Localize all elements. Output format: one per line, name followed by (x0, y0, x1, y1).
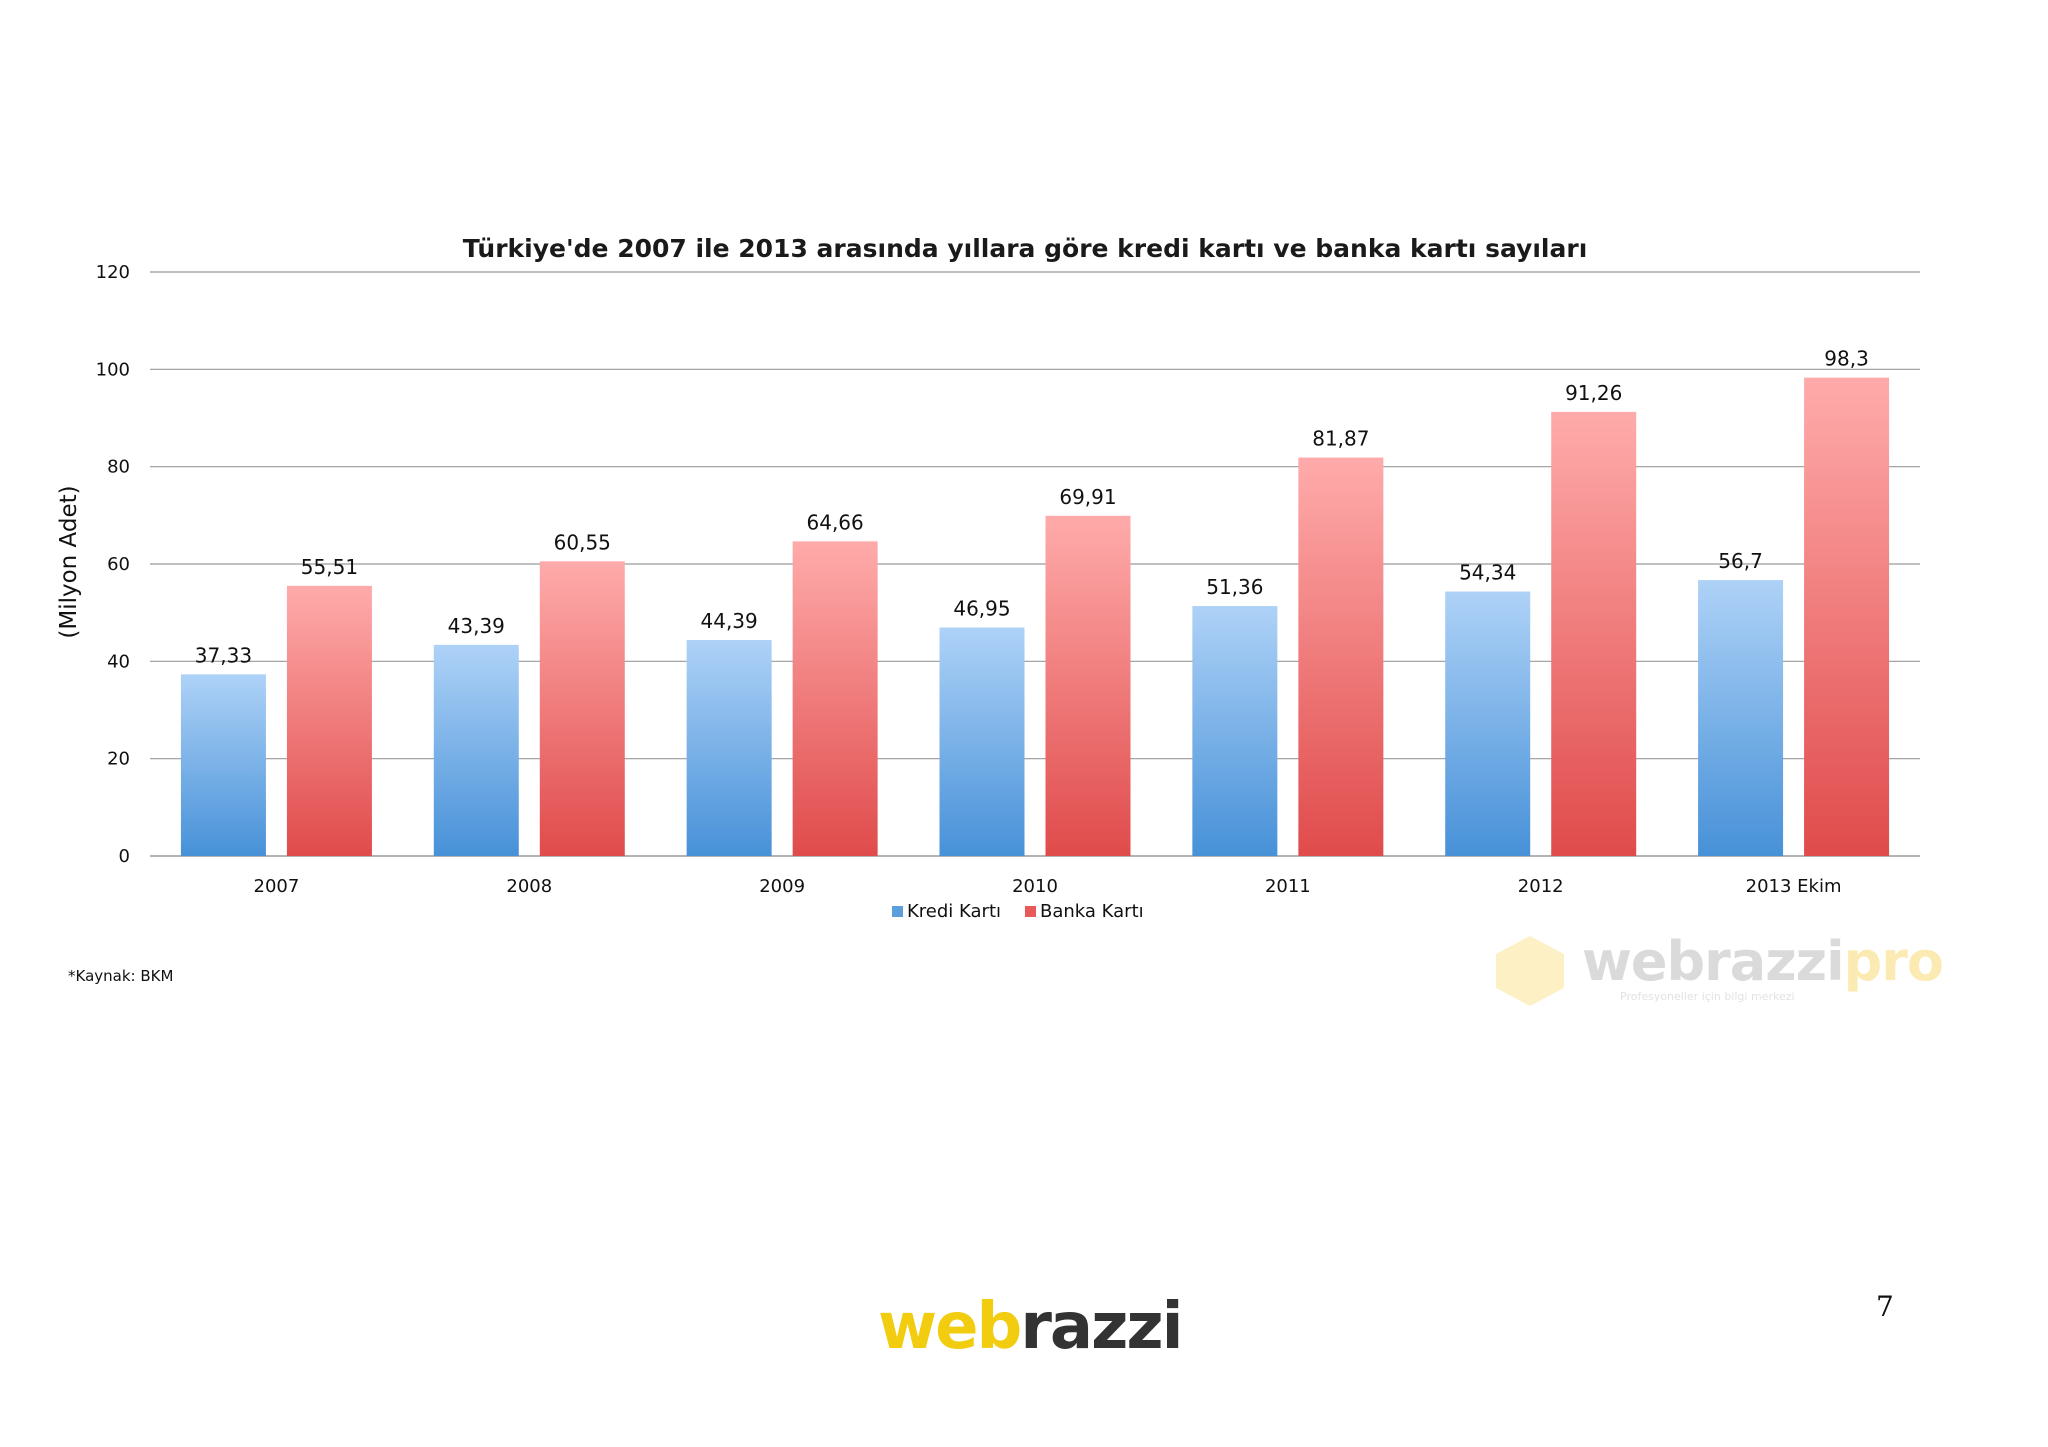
data-label: 64,66 (807, 510, 864, 534)
webrazzipro-watermark: webrazzipro Profesyoneller için bilgi me… (1490, 930, 1944, 1010)
data-label: 54,34 (1459, 561, 1516, 585)
data-label: 37,33 (195, 643, 252, 667)
bar (433, 644, 519, 856)
legend-swatch (1025, 906, 1036, 917)
data-label: 81,87 (1312, 427, 1369, 451)
brand-part-a: web (878, 1290, 1022, 1364)
bar (1045, 515, 1131, 856)
x-tick-label: 2007 (254, 876, 300, 897)
bar (939, 627, 1025, 856)
webrazzi-logo: webrazzi (878, 1290, 1184, 1364)
legend-swatch (892, 906, 903, 917)
data-label: 55,51 (301, 555, 358, 579)
bar (1804, 377, 1890, 856)
data-label: 51,36 (1206, 575, 1263, 599)
y-tick-label: 60 (107, 554, 130, 575)
gridlines (150, 271, 1920, 857)
hexagon-logo-icon (1496, 936, 1564, 1006)
data-label: 44,39 (701, 609, 758, 633)
y-tick-label: 40 (107, 651, 130, 672)
data-label: 60,55 (554, 530, 611, 554)
data-label: 46,95 (953, 597, 1010, 621)
x-tick-label: 2011 (1265, 876, 1311, 897)
bar (686, 639, 772, 856)
brand-part-b: razzi (1020, 1290, 1183, 1364)
x-tick-label: 2010 (1012, 876, 1058, 897)
bar (1192, 606, 1278, 856)
y-tick-label: 20 (107, 749, 130, 770)
watermark-subtitle: Profesyoneller için bilgi merkezi (1620, 990, 1795, 1003)
legend-label: Kredi Kartı (907, 901, 1001, 922)
x-tick-labels: 2007 2008 2009 2010 2011 2012 2013 Ekim (254, 876, 1842, 897)
bar (1445, 591, 1531, 856)
bar (286, 585, 372, 856)
watermark-text-a: webrazzi (1582, 930, 1845, 993)
bar (180, 674, 266, 856)
data-label: 98,3 (1824, 347, 1869, 371)
x-tick-label: 2012 (1518, 876, 1564, 897)
data-label: 43,39 (448, 614, 505, 638)
data-label: 56,7 (1718, 549, 1763, 573)
y-axis-label: (Milyon Adet) (56, 485, 82, 638)
x-tick-label: 2013 Ekim (1746, 876, 1842, 897)
bar (1551, 411, 1637, 856)
page-number: 7 (1876, 1290, 1894, 1323)
bar (1698, 580, 1784, 856)
x-tick-label: 2009 (759, 876, 805, 897)
y-tick-label: 0 (119, 846, 130, 867)
source-note: *Kaynak: BKM (68, 967, 173, 985)
y-tick-label: 120 (96, 262, 130, 283)
y-tick-label: 100 (96, 359, 130, 380)
x-tick-label: 2008 (506, 876, 552, 897)
bars: 37,33 55,51 43,39 60,55 44,39 64,66 46,95 69,91… (180, 347, 1890, 856)
watermark-text: webrazzipro (1582, 930, 1944, 993)
bar (1298, 457, 1384, 856)
y-tick-labels: 0 20 40 60 80 100 120 (96, 262, 130, 867)
bar (539, 561, 625, 856)
legend-label: Banka Kartı (1040, 901, 1144, 922)
data-label: 91,26 (1565, 381, 1622, 405)
y-tick-label: 80 (107, 457, 130, 478)
watermark-text-b: pro (1843, 930, 1944, 993)
bar (792, 541, 878, 856)
data-label: 69,91 (1059, 485, 1116, 509)
chart-title: Türkiye'de 2007 ile 2013 arasında yıllar… (463, 234, 1588, 263)
legend: Kredi Kartı Banka Kartı (892, 901, 1144, 922)
